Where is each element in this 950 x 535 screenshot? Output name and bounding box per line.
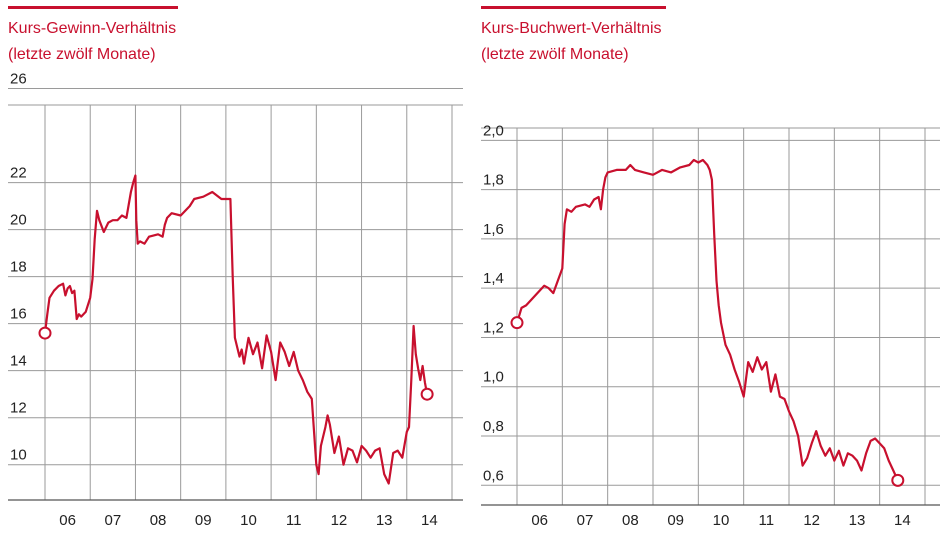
x-tick-label: 07: [104, 512, 121, 529]
x-tick-label: 09: [667, 512, 684, 529]
y-tick-label: 1,0: [483, 369, 504, 386]
data-marker: [420, 387, 434, 401]
series-line-kbv: [515, 158, 899, 481]
chart-title: Kurs-Gewinn-Verhältnis: [8, 20, 176, 37]
x-tick-label: 08: [622, 512, 639, 529]
x-tick-label: 06: [59, 512, 76, 529]
x-tick-label: 10: [240, 512, 257, 529]
x-tick-label: 09: [195, 512, 212, 529]
chart-panel-kbv: Kurs-Buchwert-Verhältnis (letzte zwölf M…: [481, 6, 940, 529]
y-tick-label: 12: [10, 400, 27, 417]
y-tick-label: 1,8: [483, 172, 504, 189]
series-line-kgv: [43, 174, 429, 485]
y-tick-label: 1,4: [483, 270, 504, 287]
x-tick-label: 12: [331, 512, 348, 529]
chart-panel-kgv: Kurs-Gewinn-Verhältnis (letzte zwölf Mon…: [8, 6, 463, 529]
x-tick-label: 13: [849, 512, 866, 529]
data-markers: [510, 316, 905, 487]
y-tick-label: 0,8: [483, 418, 504, 435]
y-tick-label: 10: [10, 447, 27, 464]
x-tick-label: 06: [531, 512, 548, 529]
chart-title: Kurs-Buchwert-Verhältnis: [481, 20, 662, 37]
data-marker: [38, 326, 52, 340]
x-tick-label: 13: [376, 512, 393, 529]
x-tick-label: 14: [421, 512, 438, 529]
data-marker: [891, 473, 905, 487]
y-grid: [8, 88, 463, 501]
y-tick-label: 1,6: [483, 221, 504, 238]
data-marker: [510, 316, 524, 330]
title-rule: [8, 6, 178, 9]
y-tick-label: 18: [10, 259, 27, 276]
x-axis-ticks: 06 07 08 09 10 11 12 13 14: [59, 512, 437, 529]
x-tick-label: 10: [713, 512, 730, 529]
y-tick-label: 22: [10, 165, 27, 182]
y-tick-label: 20: [10, 212, 27, 229]
y-axis-ticks: 2,0 1,8 1,6 1,4 1,2 1,0 0,8 0,6: [483, 122, 504, 484]
data-markers: [38, 326, 434, 401]
x-tick-label: 08: [150, 512, 167, 529]
y-tick-label: 16: [10, 306, 27, 323]
y-tick-label: 2,0: [483, 122, 504, 139]
x-grid: [44, 105, 453, 500]
y-axis-ticks: 26 22 20 18 16 14 12 10: [10, 71, 27, 464]
chart-subtitle: (letzte zwölf Monate): [481, 46, 629, 63]
title-rule: [481, 6, 666, 9]
x-tick-label: 12: [803, 512, 820, 529]
chart-subtitle: (letzte zwölf Monate): [8, 46, 156, 63]
y-grid: [481, 127, 940, 506]
x-tick-label: 11: [286, 512, 302, 529]
x-axis-ticks: 06 07 08 09 10 11 12 13 14: [531, 512, 910, 529]
y-tick-label: 14: [10, 353, 27, 370]
y-tick-label: 1,2: [483, 319, 504, 336]
x-tick-label: 11: [759, 512, 775, 529]
y-tick-label: 0,6: [483, 467, 504, 484]
x-tick-label: 07: [577, 512, 594, 529]
y-tick-label: 26: [10, 71, 27, 88]
x-tick-label: 14: [894, 512, 911, 529]
